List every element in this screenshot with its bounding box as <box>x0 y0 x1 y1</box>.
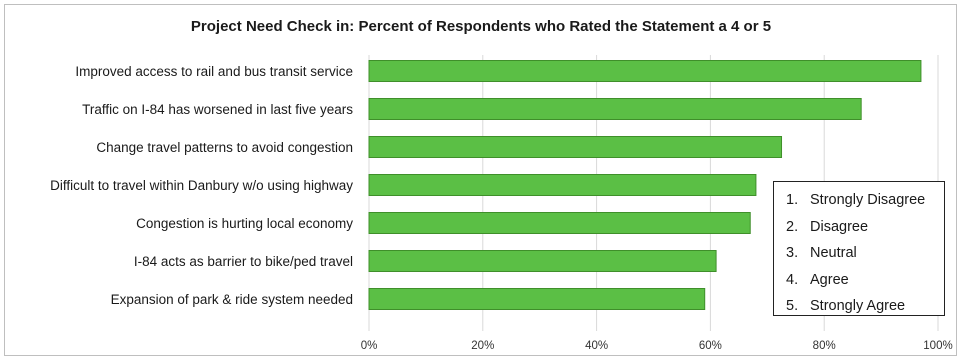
legend-item-number: 1. <box>786 192 799 208</box>
category-label: Traffic on I-84 has worsened in last fiv… <box>82 102 353 117</box>
rating-scale-legend: 1. Strongly Disagree 2. Disagree 3. Neutral 4.… <box>773 181 945 316</box>
category-label: Expansion of park & ride system needed <box>111 292 353 307</box>
x-tick-label: 40% <box>585 340 608 352</box>
chart-frame: Improved access to rail and bus transit … <box>4 4 957 356</box>
category-label: Difficult to travel within Danbury w/o u… <box>50 178 353 193</box>
category-label: Improved access to rail and bus transit … <box>75 64 353 79</box>
bar-chart: Improved access to rail and bus transit … <box>50 18 953 352</box>
x-tick-label: 0% <box>361 340 378 352</box>
legend-item-label: Strongly Disagree <box>810 192 926 208</box>
x-tick-label: 80% <box>813 340 836 352</box>
bar <box>368 174 757 196</box>
legend-item-number: 3. <box>786 245 799 261</box>
category-label: Congestion is hurting local economy <box>136 216 353 231</box>
bar <box>368 136 783 158</box>
legend-item: 4. Agree <box>786 267 944 294</box>
x-axis-ticks: 0% 20% 40% 60% 80% 100% <box>361 340 953 352</box>
bar <box>368 98 862 120</box>
legend-item-number: 2. <box>786 218 799 235</box>
legend-item: 3. Neutral <box>786 240 944 267</box>
legend-item-label: Disagree <box>810 218 869 235</box>
legend-item-label: Strongly Agree <box>810 298 906 314</box>
legend-item-label: Neutral <box>810 245 857 261</box>
x-tick-label: 60% <box>699 340 722 352</box>
bar <box>368 212 751 234</box>
legend-item: 5. Strongly Agree <box>786 293 944 320</box>
bar <box>368 60 922 82</box>
bars <box>368 60 922 310</box>
x-tick-label: 100% <box>923 340 952 352</box>
category-label: Change travel patterns to avoid congesti… <box>96 140 353 155</box>
legend-item-number: 5. <box>786 298 799 314</box>
legend-list: 1. Strongly Disagree 2. Disagree 3. Neutral 4.… <box>786 187 944 320</box>
category-labels: Improved access to rail and bus transit … <box>50 64 353 307</box>
legend-item-number: 4. <box>786 271 799 288</box>
bar <box>368 250 717 272</box>
x-tick-label: 20% <box>471 340 494 352</box>
legend-item-label: Agree <box>810 271 849 288</box>
legend-item: 2. Disagree <box>786 214 944 241</box>
chart-title: Project Need Check in: Percent of Respon… <box>191 18 771 35</box>
bar <box>368 288 706 310</box>
category-label: I-84 acts as barrier to bike/ped travel <box>134 254 353 269</box>
legend-item: 1. Strongly Disagree <box>786 187 944 214</box>
